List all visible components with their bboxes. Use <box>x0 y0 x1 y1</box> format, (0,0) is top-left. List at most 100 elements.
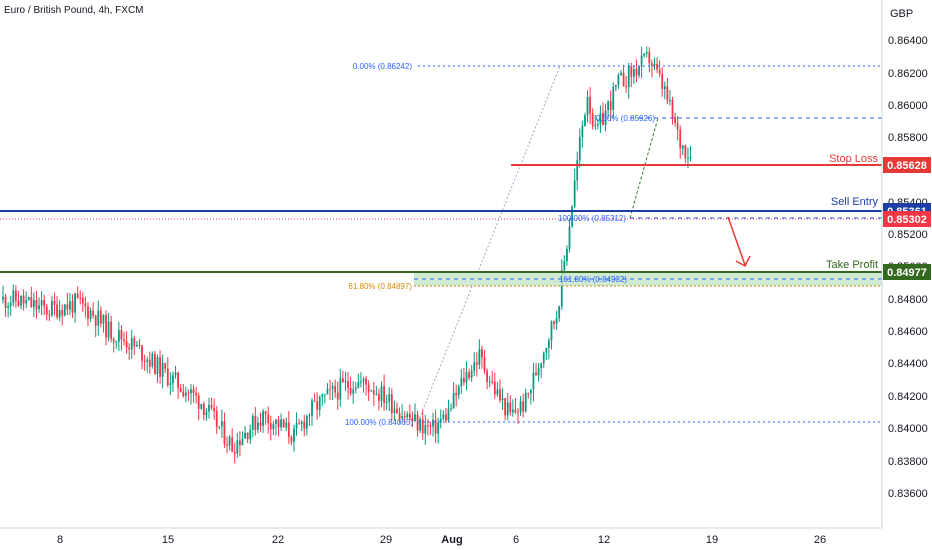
candle-body <box>555 318 558 324</box>
candle-body <box>640 55 643 67</box>
candle-body <box>87 306 89 319</box>
candle-body <box>658 69 661 74</box>
candle-body <box>117 330 120 342</box>
candle-body <box>133 338 136 347</box>
candle-body <box>362 378 365 382</box>
fib-label-618: 61.80% (0.84897) <box>348 282 412 291</box>
candle-body <box>27 297 30 301</box>
candle-body <box>473 362 476 371</box>
candle-body <box>316 401 319 410</box>
candle-body <box>71 301 74 313</box>
candle-body <box>540 363 543 369</box>
candle-body <box>17 300 20 306</box>
candle-body <box>475 362 478 365</box>
candle-body <box>344 381 347 383</box>
candle-body <box>424 424 427 434</box>
candle-body <box>432 419 434 427</box>
candle-body <box>612 86 615 110</box>
candle-body <box>125 341 128 348</box>
candle-body <box>218 426 221 428</box>
candle-body <box>378 393 380 401</box>
candle-body <box>66 304 69 310</box>
x-tick: 26 <box>814 534 826 546</box>
candle-body <box>22 295 25 304</box>
candle-body <box>277 419 280 428</box>
candle-body <box>97 310 100 326</box>
y-tick: 0.86200 <box>888 68 928 80</box>
candle-body <box>671 99 674 118</box>
candle-body <box>594 125 597 127</box>
candle-body <box>632 69 635 77</box>
candle-body <box>627 66 630 88</box>
y-tick: 0.84800 <box>888 294 928 306</box>
candle-body <box>61 310 64 316</box>
candle-body <box>416 414 419 431</box>
candle-body <box>383 386 385 403</box>
candle-body <box>661 73 664 90</box>
candle-body <box>589 96 591 114</box>
candle-body <box>192 389 195 394</box>
candle-body <box>511 409 514 413</box>
candle-body <box>195 393 198 396</box>
candle-body <box>151 353 154 367</box>
candle-body <box>326 388 329 395</box>
fib-lines <box>0 65 882 423</box>
candle-body <box>434 419 437 434</box>
candle-body <box>687 158 689 160</box>
candle-body <box>648 52 651 64</box>
candle-body <box>272 423 275 430</box>
candle-body <box>393 408 396 413</box>
candle-body <box>202 403 205 416</box>
chart-title: Euro / British Pound, 4h, FXCM <box>4 5 144 16</box>
fib-label-0-top: 0.00% (0.86242) <box>353 62 412 71</box>
candle-body <box>213 407 216 412</box>
candle-body <box>447 408 450 421</box>
candle-body <box>287 422 290 437</box>
candle-body <box>35 299 38 310</box>
candle-body <box>360 381 362 383</box>
candle-body <box>305 415 308 429</box>
candle-body <box>347 381 349 388</box>
candle-body <box>244 432 246 439</box>
candle-body <box>107 321 110 338</box>
candle-body <box>105 314 107 338</box>
candle-body <box>12 290 15 304</box>
candle-body <box>663 86 666 90</box>
candle-body <box>357 381 360 388</box>
candle-body <box>486 370 488 382</box>
candle-body <box>656 63 658 70</box>
candle-body <box>251 415 254 430</box>
candle-body <box>120 330 123 340</box>
candle-body <box>264 411 267 415</box>
candle-body <box>429 425 432 427</box>
candle-body <box>169 383 172 386</box>
candle-body <box>254 415 257 430</box>
stop-loss-label: Stop Loss <box>829 153 878 165</box>
candle-body <box>380 386 383 401</box>
candle-body <box>318 396 321 410</box>
candle-body <box>493 381 496 395</box>
candle-body <box>262 411 264 426</box>
candle-body <box>411 418 414 422</box>
candle-body <box>156 357 159 374</box>
fib-label-100-bottom: 100.00% (0.84065) <box>345 418 413 427</box>
candle-body <box>45 306 48 315</box>
candle-body <box>138 344 141 346</box>
candle-body <box>604 110 607 126</box>
candle-body <box>370 390 373 392</box>
projection-arrow <box>727 216 751 268</box>
candle-body <box>313 400 316 402</box>
stop-loss-badge <box>883 157 931 173</box>
candle-body <box>584 115 586 126</box>
last-price-badge <box>883 211 931 227</box>
candle-body <box>259 422 262 426</box>
x-tick: 15 <box>162 534 174 546</box>
candle-body <box>372 390 375 395</box>
candle-body <box>684 145 687 159</box>
x-tick: 29 <box>380 534 392 546</box>
candle-body <box>220 421 223 427</box>
candle-body <box>388 394 391 402</box>
candle-body <box>89 310 92 319</box>
candle-body <box>455 392 458 396</box>
